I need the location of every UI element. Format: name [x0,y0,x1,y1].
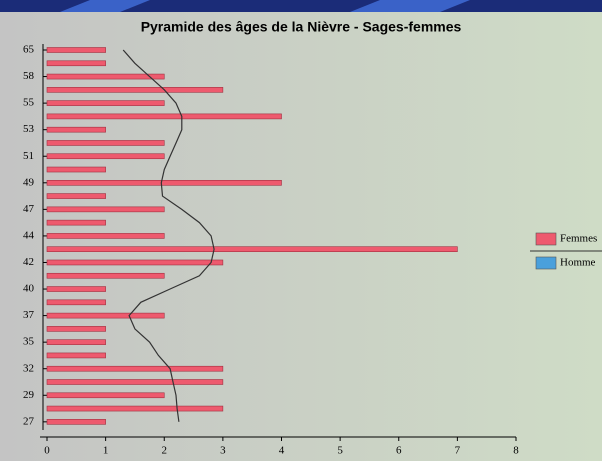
bar [46,299,106,306]
y-tick-label: 40 [23,283,35,295]
legend-label: Homme [560,257,596,269]
x-tick-label: 4 [279,445,285,457]
y-tick-label: 51 [23,150,34,162]
legend-swatch [535,232,557,246]
y-tick-label: 49 [23,176,35,188]
bar [46,272,165,279]
bar [46,405,224,412]
y-tick-label: 44 [23,229,35,241]
x-tick-label: 7 [455,445,461,457]
bar [46,206,165,213]
bar [46,100,165,106]
bar [46,113,282,120]
bar [46,47,106,53]
y-tick-label: 53 [23,123,35,135]
y-tick-label: 55 [23,97,35,109]
bar [46,419,106,425]
bar [46,180,282,186]
x-tick-label: 8 [513,445,519,457]
bar [46,379,224,385]
x-tick-label: 5 [337,445,343,457]
trend-curve [122,49,215,422]
bar [46,219,106,226]
bar [46,365,224,372]
x-tick-label: 0 [44,445,50,457]
y-tick-label: 29 [23,389,35,401]
bar [46,166,106,173]
x-tick-label: 1 [103,445,109,457]
bar [46,73,165,80]
x-tick-label: 6 [396,445,402,457]
y-tick-label: 32 [23,362,34,374]
bar [46,87,224,93]
decor [350,0,470,12]
y-tick-label: 37 [23,309,35,321]
y-tick-label: 58 [23,70,35,82]
bar [46,352,106,359]
bar [46,193,106,199]
bar [46,126,106,133]
y-tick-label: 35 [23,336,35,348]
bar [46,233,165,239]
decor [60,0,150,12]
x-tick-label: 2 [162,445,168,457]
bar [46,153,165,160]
y-tick-label: 42 [23,256,34,268]
bar [46,339,106,345]
chart-title: Pyramide des âges de la Nièvre - Sages-f… [141,19,462,35]
bar [46,259,224,266]
y-tick-label: 47 [23,203,35,215]
bar [46,140,165,146]
y-tick-label: 27 [23,415,35,427]
bar [46,312,165,319]
x-tick-label: 3 [220,445,226,457]
bar [46,246,458,252]
legend-label: Femmes [560,233,597,245]
bar [46,326,106,332]
bar [46,286,106,292]
legend-swatch [535,256,557,270]
bar [46,392,165,399]
y-tick-label: 65 [23,44,35,56]
bar [46,60,106,67]
